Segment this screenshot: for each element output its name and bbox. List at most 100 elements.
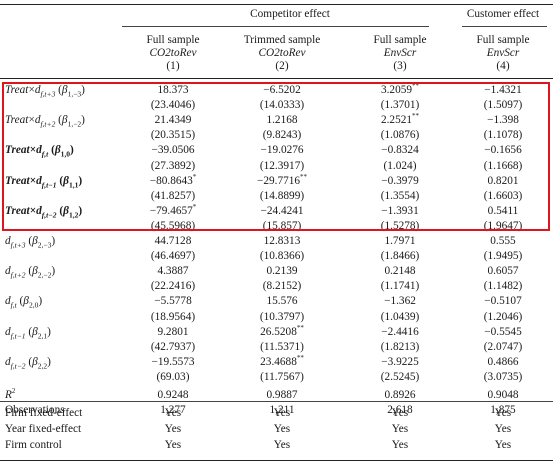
cell-col4: 0.555 bbox=[490, 235, 516, 247]
cell-col3: Yes bbox=[391, 423, 409, 435]
footer-row: Firm control Yes Yes Yes Yes bbox=[0, 439, 553, 453]
table-row-se: (18.9564) (10.3797) (1.0439) (1.2046) bbox=[0, 311, 553, 325]
row-label: Treat×df,t−2 (β1,2) bbox=[5, 204, 83, 220]
cell-col4: (1.1668) bbox=[483, 159, 523, 172]
cell-col1: −79.4657* bbox=[149, 202, 197, 217]
highlight-box bbox=[2, 82, 550, 231]
cell-col1: −80.8643* bbox=[149, 172, 197, 187]
header-rule bbox=[0, 78, 553, 79]
col2-header: Trimmed sample CO2toRev (2) bbox=[243, 34, 321, 72]
table-row: df,t−2 (β2,2) −19.5573 23.4688** −3.9225 0.4… bbox=[0, 353, 553, 370]
cell-col3: (1.8466) bbox=[380, 250, 420, 263]
cell-col1: (23.4046) bbox=[150, 99, 196, 112]
cell-col1: (20.3515) bbox=[150, 129, 196, 142]
cell-col3: 2.2521** bbox=[380, 112, 420, 127]
footer-row: Firm fixed-effect Yes Yes Yes Yes bbox=[0, 407, 553, 421]
cell-col4: (1.1078) bbox=[483, 129, 523, 142]
cell-col2: 23.4688** bbox=[260, 353, 304, 368]
cell-col2: (14.0333) bbox=[259, 99, 305, 112]
cell-col4: 1,875 bbox=[490, 404, 516, 417]
cell-col3: 0.8926 bbox=[384, 389, 416, 401]
cell-col2: 0.9887 bbox=[266, 389, 298, 401]
table-row: Treat×df,t+2 (β1,−2) 21.4349 1.2168 2.2521*… bbox=[0, 112, 553, 129]
cell-col1: −5.5778 bbox=[154, 295, 192, 308]
cell-col3: (1.0876) bbox=[380, 129, 420, 142]
cell-col4: (1.9495) bbox=[483, 250, 523, 263]
row-label: Firm control bbox=[5, 439, 62, 451]
cell-col2: 12.8313 bbox=[263, 235, 301, 247]
cell-col1: 9.2801 bbox=[157, 325, 189, 338]
table-row-se: (46.4697) (10.8366) (1.8466) (1.9495) bbox=[0, 250, 553, 264]
row-label: Year fixed-effect bbox=[5, 423, 82, 435]
cell-col2: Yes bbox=[273, 439, 291, 451]
cell-col1: 44.7128 bbox=[154, 235, 192, 247]
cell-col2: −24.4241 bbox=[260, 204, 304, 217]
table-row-se: (20.3515) (9.8243) (1.0876) (1.1078) bbox=[0, 129, 553, 143]
row-label: Firm fixed-effect bbox=[5, 407, 83, 419]
table-row: Observations 1,277 1,211 2,618 1,875 bbox=[0, 404, 553, 418]
cell-col3: (1.3554) bbox=[380, 189, 420, 202]
row-label: df,t (β2,0) bbox=[5, 295, 43, 310]
cell-col1: 18.373 bbox=[157, 84, 189, 96]
cell-col4: −1.4321 bbox=[484, 84, 522, 96]
cell-col3: Yes bbox=[391, 439, 409, 451]
customer-underline bbox=[462, 26, 547, 27]
customer-effect-header: Customer effect bbox=[466, 8, 540, 20]
cell-col1: 4.3887 bbox=[157, 265, 189, 278]
cell-col1: (41.8257) bbox=[150, 189, 196, 202]
footer-rule bbox=[0, 401, 553, 402]
table-row: df,t (β2,0) −5.5778 15.576 −1.362 −0.5107 bbox=[0, 295, 553, 309]
row-label: df,t+3 (β2,−3) bbox=[5, 235, 56, 250]
cell-col2: Yes bbox=[273, 407, 291, 419]
row-label: Treat×df,t−1 (β1,1) bbox=[5, 174, 83, 189]
cell-col2: (15.857) bbox=[262, 219, 302, 232]
table-row-se: (23.4046) (14.0333) (1.3701) (1.5097) bbox=[0, 99, 553, 113]
cell-col1: (69.03) bbox=[156, 370, 190, 383]
cell-col3: (1.1741) bbox=[380, 280, 420, 293]
cell-col3: −2.4416 bbox=[381, 325, 419, 338]
cell-col4: −0.1656 bbox=[484, 144, 522, 157]
cell-col4: 0.5411 bbox=[487, 204, 519, 217]
cell-col4: Yes bbox=[494, 439, 512, 451]
table-row: df,t+2 (β2,−2) 4.3887 0.2139 0.2148 0.6057 bbox=[0, 265, 553, 279]
cell-col2: 26.5208** bbox=[260, 323, 304, 338]
table-row-se: (69.03) (11.7567) (2.5245) (3.0735) bbox=[0, 371, 553, 385]
cell-col4: 0.8201 bbox=[487, 174, 519, 187]
cell-col1: (46.4697) bbox=[150, 250, 196, 263]
cell-col3: Yes bbox=[391, 407, 409, 419]
cell-col3: 1.7971 bbox=[384, 235, 416, 247]
table-row: Treat×df,t−1 (β1,1) −80.8643* −29.7716** −0… bbox=[0, 172, 553, 189]
cell-col3: 0.2148 bbox=[384, 265, 416, 278]
row-label: Treat×df,t (β1,0) bbox=[5, 144, 74, 159]
cell-col2: (10.8366) bbox=[259, 250, 305, 263]
table-row-se: (27.3892) (12.3917) (1.024) (1.1668) bbox=[0, 160, 553, 174]
cell-col4: Yes bbox=[494, 407, 512, 419]
cell-col4: 0.9048 bbox=[487, 389, 519, 401]
cell-col2: Yes bbox=[273, 423, 291, 435]
cell-col2: (11.5371) bbox=[260, 340, 304, 353]
cell-col2: 1.2168 bbox=[266, 114, 298, 127]
row-label: df,t+2 (β2,−2) bbox=[5, 265, 56, 280]
cell-col1: (45.5968) bbox=[150, 219, 196, 232]
cell-col2: 0.2139 bbox=[266, 265, 298, 278]
cell-col1: (27.3892) bbox=[150, 159, 196, 172]
cell-col3: (1.8213) bbox=[380, 340, 420, 353]
competitor-underline bbox=[122, 26, 429, 27]
table-row-se: (42.7937) (11.5371) (1.8213) (2.0747) bbox=[0, 341, 553, 355]
row-label: Observations bbox=[5, 404, 65, 417]
cell-col2: −29.7716** bbox=[256, 172, 308, 187]
cell-col4: −0.5107 bbox=[484, 295, 522, 308]
cell-col4: (1.9647) bbox=[483, 219, 523, 232]
cell-col3: (1.5278) bbox=[380, 219, 420, 232]
cell-col1: 0.9248 bbox=[157, 389, 189, 401]
cell-col2: (14.8899) bbox=[259, 189, 305, 202]
top-rule bbox=[0, 4, 553, 5]
table-row-se: (22.2416) (8.2152) (1.1741) (1.1482) bbox=[0, 280, 553, 294]
cell-col4: (3.0735) bbox=[483, 370, 523, 383]
table-row: Treat×df,t+3 (β1,−3) 18.373 −6.5202 3.2059*… bbox=[0, 83, 553, 99]
cell-col3: −3.9225 bbox=[381, 355, 419, 368]
cell-col2: (11.7567) bbox=[260, 370, 304, 383]
cell-col4: (2.0747) bbox=[483, 340, 523, 353]
cell-col1: (18.9564) bbox=[150, 310, 196, 323]
cell-col2: (8.2152) bbox=[262, 280, 302, 293]
